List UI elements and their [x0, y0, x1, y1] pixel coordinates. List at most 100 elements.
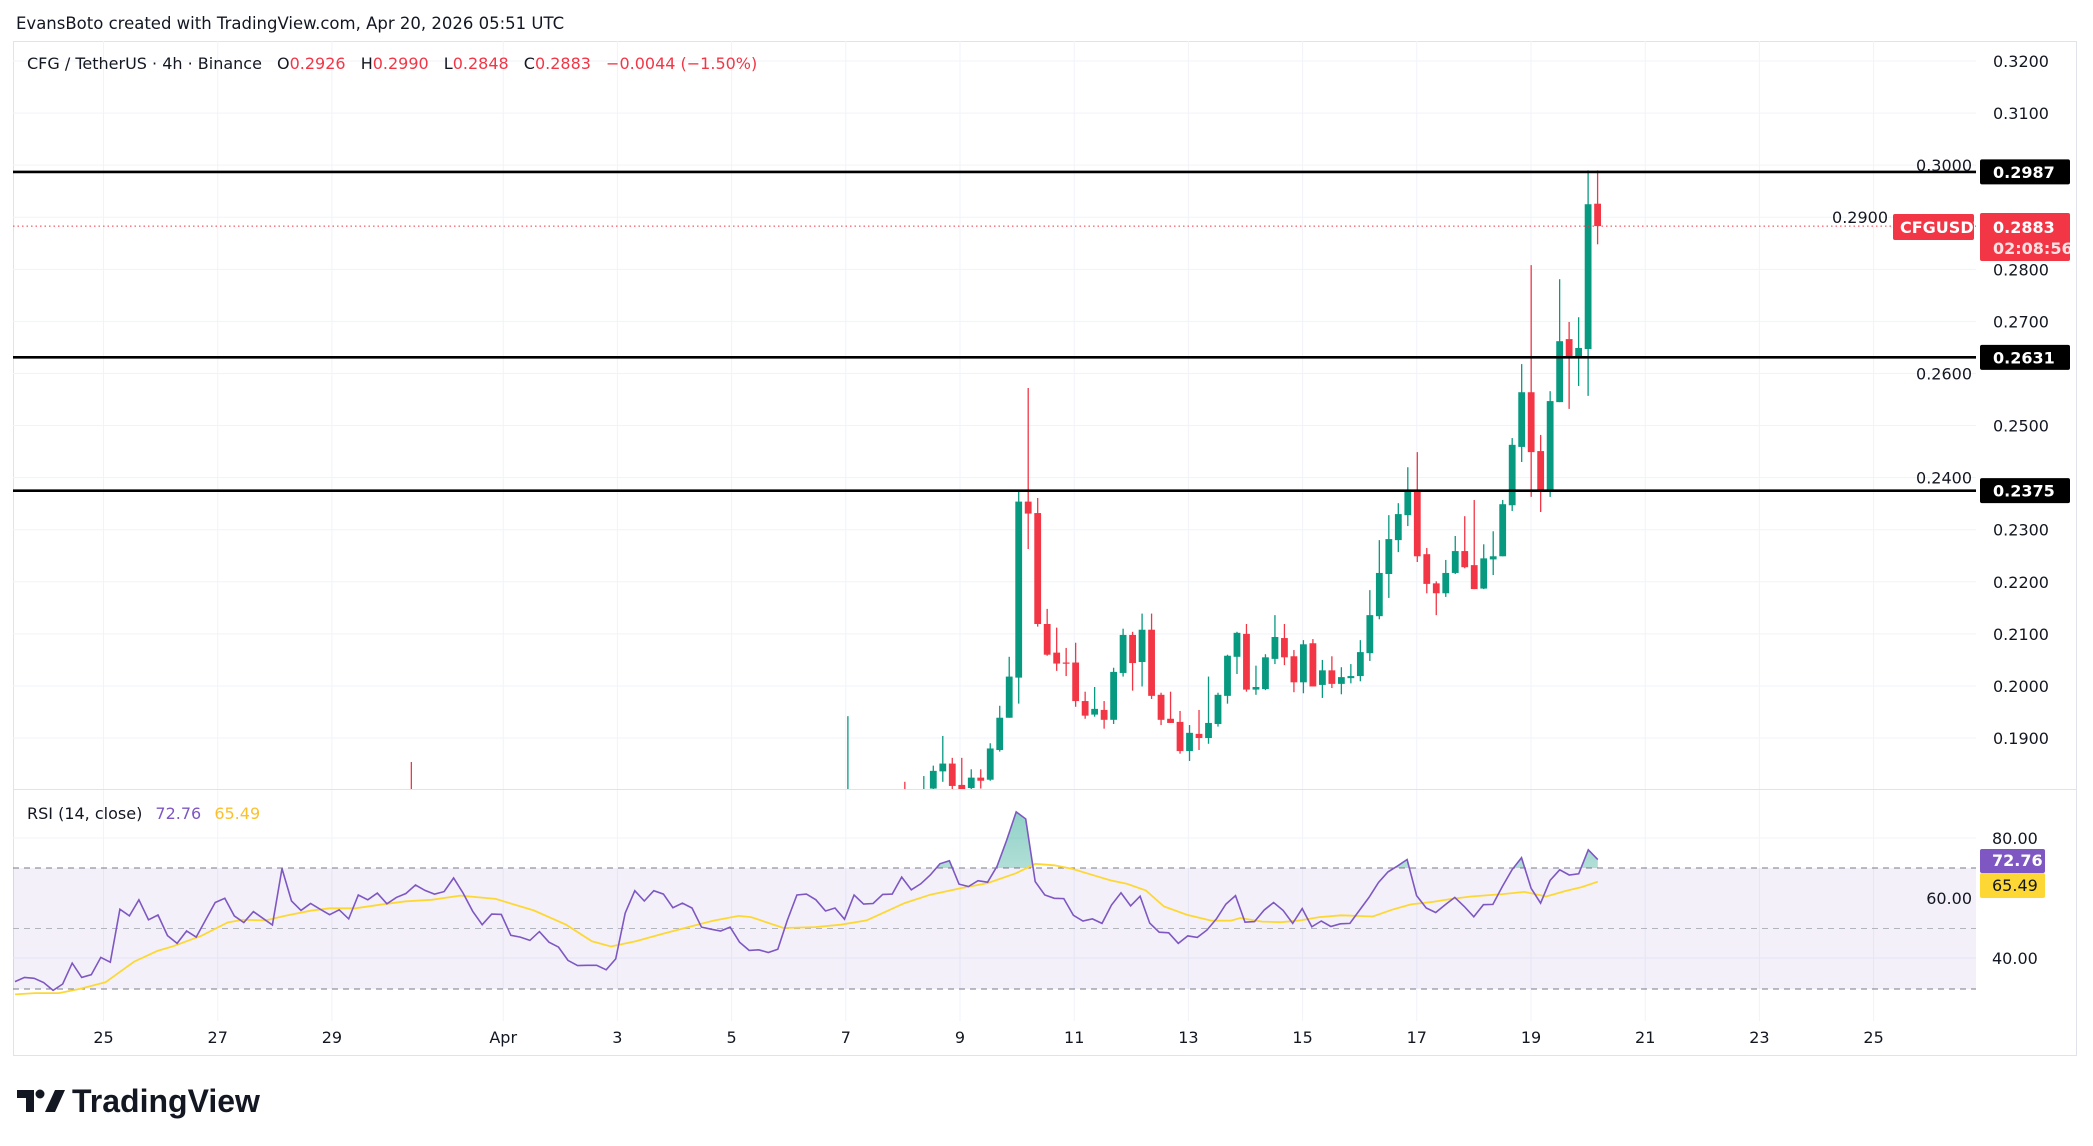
candle-up [1394, 503, 1402, 553]
candle-up [923, 776, 925, 789]
candle-body [1148, 629, 1155, 696]
price-tick-label: 0.2500 [1993, 417, 2049, 436]
candle-body [1262, 657, 1269, 690]
candle-body [1470, 565, 1478, 590]
candle-up [1337, 667, 1345, 695]
high-value: 0.2990 [373, 54, 429, 73]
candle-body [1537, 451, 1545, 491]
symbol-legend: CFG / TetherUS · 4h · Binance O0.2926 H0… [27, 54, 757, 73]
candle-body [948, 763, 956, 786]
candle-up [1575, 317, 1583, 386]
candle-body [1129, 634, 1136, 664]
rsi-value: 72.76 [155, 804, 201, 823]
candle-body [1091, 708, 1099, 715]
price-axis[interactable]: 0.3200 0.3100 0.3000 0.2900 0.2800 0.2700 0.26… [1832, 52, 2049, 748]
candle-up [1233, 631, 1241, 674]
candle-up [1186, 725, 1193, 761]
candle-body [1100, 709, 1108, 720]
candle-down [1072, 642, 1080, 707]
low-label: L [444, 54, 453, 73]
candle-body [1138, 629, 1146, 663]
candle-up [1480, 544, 1488, 590]
time-axis[interactable]: 25 27 29 Apr 3 5 7 9 11 13 15 17 19 21 23 25 [93, 1028, 1883, 1047]
candle-body [1214, 694, 1222, 724]
candle-down [977, 769, 985, 789]
low-value: 0.2848 [453, 54, 509, 73]
horizontal-levels[interactable] [13, 170, 1976, 492]
candle-up [1110, 667, 1118, 724]
rsi-value-badge: 72.76 [1980, 849, 2045, 873]
rsi-tick-label: 80.00 [1992, 829, 2038, 848]
candle-down [948, 757, 956, 789]
candle-up [1005, 656, 1013, 718]
candle-body [1565, 339, 1573, 357]
candle-body [1328, 670, 1336, 684]
candle-body [986, 748, 994, 780]
tradingview-logo[interactable]: TradingView [17, 1083, 260, 1119]
candle-body [1271, 637, 1279, 659]
candle-body [1432, 583, 1440, 594]
candle-up [1205, 676, 1212, 744]
level-label-text: 0.2987 [1993, 163, 2055, 182]
candle-body [1205, 722, 1212, 739]
price-tick-label: 0.3100 [1993, 104, 2049, 123]
price-tick-label: 0.3000 [1916, 156, 1972, 175]
symbol-price-tag: CFGUSDT [1893, 214, 1985, 240]
candle-body [1499, 504, 1507, 557]
candle-up [847, 716, 849, 789]
tradingview-logo-icon [17, 1089, 65, 1112]
candle-up [967, 769, 975, 789]
price-tick-label: 0.2700 [1993, 312, 2049, 331]
candle-up [1375, 540, 1383, 620]
rsi-line [14, 810, 1599, 992]
candle-down [1195, 709, 1203, 751]
candle-down [1243, 623, 1250, 692]
candle-body [1281, 638, 1288, 658]
candle-down [1537, 434, 1545, 513]
candle-up [1138, 613, 1146, 687]
candle-down [410, 761, 413, 789]
candle-up [1318, 659, 1326, 698]
rsi-tick-label: 40.00 [1992, 949, 2038, 968]
candle-body [958, 784, 966, 789]
change-value: −0.0044 (−1.50%) [606, 54, 757, 73]
candle-body [967, 777, 975, 789]
candle-down [1034, 497, 1042, 627]
candle-up [1385, 515, 1393, 598]
candle-body [1309, 643, 1317, 687]
candle-up [1499, 500, 1507, 557]
candle-down [958, 757, 966, 789]
time-tick-label: 23 [1749, 1028, 1769, 1047]
price-tick-label: 0.2400 [1916, 469, 1972, 488]
candle-down [1461, 516, 1469, 569]
tradingview-logo-text: TradingView [72, 1083, 260, 1119]
candle-body [1556, 341, 1564, 403]
candle-down [1100, 701, 1108, 729]
candle-body [1034, 513, 1042, 624]
time-tick-label: 25 [1863, 1028, 1883, 1047]
rsi-ma-line [14, 862, 1599, 996]
countdown-text: 02:08:56 [1993, 239, 2073, 258]
candle-up [1366, 590, 1374, 661]
close-value: 0.2883 [535, 54, 591, 73]
candle-up [1119, 628, 1127, 677]
candle-body [1413, 491, 1421, 557]
time-tick-label: 25 [93, 1028, 113, 1047]
price-tick-label: 0.2000 [1993, 677, 2049, 696]
candle-body [1508, 444, 1516, 506]
candle-up [1556, 279, 1564, 403]
candle-up [1546, 391, 1554, 497]
candle-up [1489, 531, 1497, 576]
candle-down [1432, 581, 1440, 616]
candle-down [1470, 500, 1478, 590]
open-label: O [277, 54, 290, 73]
rsi-axis[interactable]: 80.00 60.00 40.00 [1926, 829, 2038, 968]
candle-body [1489, 556, 1497, 560]
candle-body [1081, 701, 1089, 716]
chart-frame [13, 41, 2077, 1056]
last-price-tag: 0.2883 02:08:56 [1980, 213, 2073, 261]
price-tick-label: 0.2200 [1993, 573, 2049, 592]
candle-down [1309, 639, 1317, 687]
level-label-text: 0.2375 [1993, 482, 2055, 501]
